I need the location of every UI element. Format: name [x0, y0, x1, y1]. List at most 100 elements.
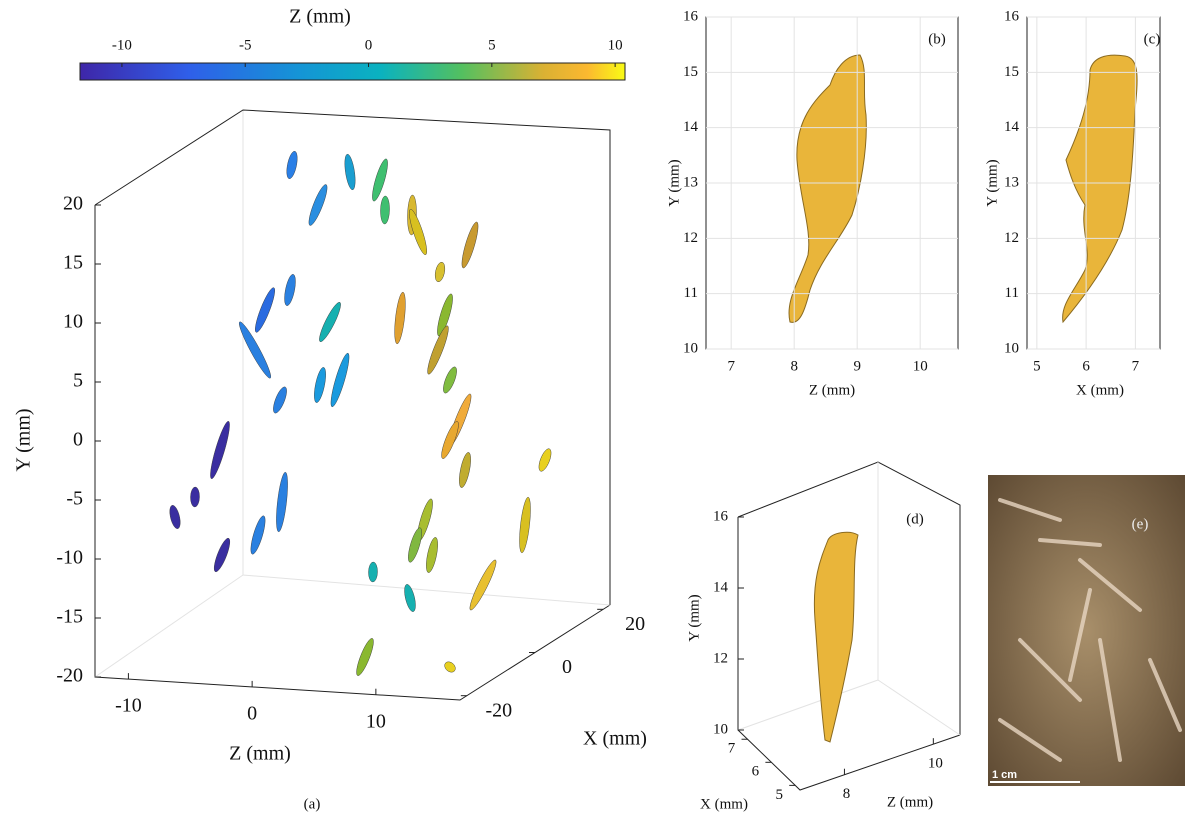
panel-a-box — [94, 109, 611, 701]
scale-label: 1 cm — [992, 769, 1017, 781]
x-tick-label: 8 — [843, 786, 851, 802]
x-tick-label: -10 — [115, 695, 142, 717]
specimen — [408, 527, 422, 563]
y-tick-label: 15 — [1004, 64, 1019, 80]
colorbar-tick-label: 0 — [365, 37, 373, 53]
specimens — [169, 151, 552, 676]
specimen — [459, 452, 471, 488]
specimen — [286, 151, 298, 179]
y-tick-label: -5 — [66, 488, 83, 510]
y-tick-label: 16 — [713, 508, 729, 524]
z-axis-label: X (mm) — [700, 796, 748, 812]
specimen — [519, 496, 531, 554]
specimen — [409, 208, 427, 256]
specimen — [319, 302, 341, 342]
panel-tag: (e) — [1132, 516, 1149, 532]
y-tick-label: 14 — [683, 119, 699, 135]
x-tick-label: 6 — [1082, 358, 1090, 374]
z-tick-label: 6 — [752, 764, 760, 780]
y-axis-label: Y (mm) — [13, 408, 35, 471]
colorbar-tick-label: -10 — [112, 37, 132, 53]
x-axis-label: Z (mm) — [229, 743, 291, 765]
z-tick-label: 20 — [625, 613, 645, 635]
specimen — [314, 367, 326, 403]
x-tick-label: 7 — [1132, 358, 1140, 374]
y-tick-label: 11 — [684, 285, 698, 301]
specimen — [356, 638, 374, 676]
z-tick-label: 0 — [562, 656, 572, 678]
specimen — [538, 448, 552, 472]
y-tick-label: -20 — [56, 665, 83, 687]
y-tick-label: 12 — [713, 650, 728, 666]
y-tick-label: 12 — [1004, 230, 1019, 246]
y-tick-label: 10 — [63, 311, 83, 333]
specimen — [441, 421, 459, 459]
y-tick-label: 16 — [1004, 8, 1020, 24]
y-tick-label: 12 — [683, 230, 698, 246]
specimen — [813, 531, 859, 743]
y-tick-label: 15 — [63, 252, 83, 274]
y-tick-label: 16 — [683, 8, 699, 24]
y-tick-label: 10 — [713, 721, 728, 737]
specimen — [368, 561, 378, 583]
specimen — [273, 386, 287, 414]
y-tick-label: 20 — [63, 193, 83, 215]
specimen — [276, 471, 288, 533]
specimen — [284, 274, 296, 306]
specimen — [437, 293, 453, 337]
specimen — [427, 325, 449, 375]
x-tick-label: 7 — [727, 358, 735, 374]
specimen — [250, 515, 266, 555]
x-tick-label: 10 — [928, 756, 943, 772]
y-tick-label: -10 — [56, 547, 83, 569]
specimen — [255, 287, 275, 333]
y-tick-label: 15 — [683, 64, 698, 80]
panel-tag: (a) — [304, 796, 321, 812]
y-axis-label: Y (mm) — [666, 159, 682, 206]
y-tick-label: 0 — [73, 429, 83, 451]
specimen — [461, 221, 479, 269]
y-tick-label: 14 — [1004, 119, 1020, 135]
specimen — [330, 352, 350, 408]
y-tick-label: 11 — [1005, 285, 1019, 301]
x-axis-label: Z (mm) — [887, 794, 933, 810]
specimen — [190, 486, 200, 508]
x-tick-label: 5 — [1033, 358, 1041, 374]
colorbar-tick-label: 5 — [488, 37, 496, 53]
colorbar-label: Z (mm) — [289, 6, 351, 28]
photo — [988, 475, 1185, 786]
panel-d-box — [737, 461, 961, 791]
colorbar — [79, 62, 626, 81]
specimen — [788, 54, 867, 323]
specimen — [344, 153, 356, 191]
specimen — [404, 584, 416, 612]
y-tick-label: -15 — [56, 606, 83, 628]
y-tick-label: 13 — [1004, 174, 1019, 190]
specimen — [394, 291, 406, 345]
specimen — [434, 261, 446, 283]
x-tick-label: 10 — [913, 358, 928, 374]
x-tick-label: 10 — [366, 710, 386, 732]
y-axis-label: Y (mm) — [984, 159, 1000, 206]
specimen — [469, 559, 497, 611]
panel-tag: (b) — [928, 31, 946, 47]
y-tick-label: 10 — [683, 340, 698, 356]
specimen — [239, 321, 271, 379]
y-tick-label: 10 — [1004, 340, 1019, 356]
specimen — [380, 195, 390, 225]
specimen — [444, 661, 456, 673]
x-tick-label: 0 — [247, 702, 257, 724]
z-tick-label: 5 — [775, 787, 783, 803]
x-tick-label: 9 — [853, 358, 861, 374]
colorbar-tick-label: -5 — [239, 37, 252, 53]
y-tick-label: 5 — [73, 370, 83, 392]
specimen — [443, 366, 457, 394]
x-axis-label: Z (mm) — [809, 382, 855, 398]
z-tick-label: 7 — [728, 741, 736, 757]
specimen — [1062, 54, 1138, 324]
z-axis-label: X (mm) — [583, 728, 647, 750]
photo-content — [998, 498, 1182, 762]
x-tick-label: 8 — [790, 358, 798, 374]
panel-tag: (d) — [906, 511, 924, 527]
